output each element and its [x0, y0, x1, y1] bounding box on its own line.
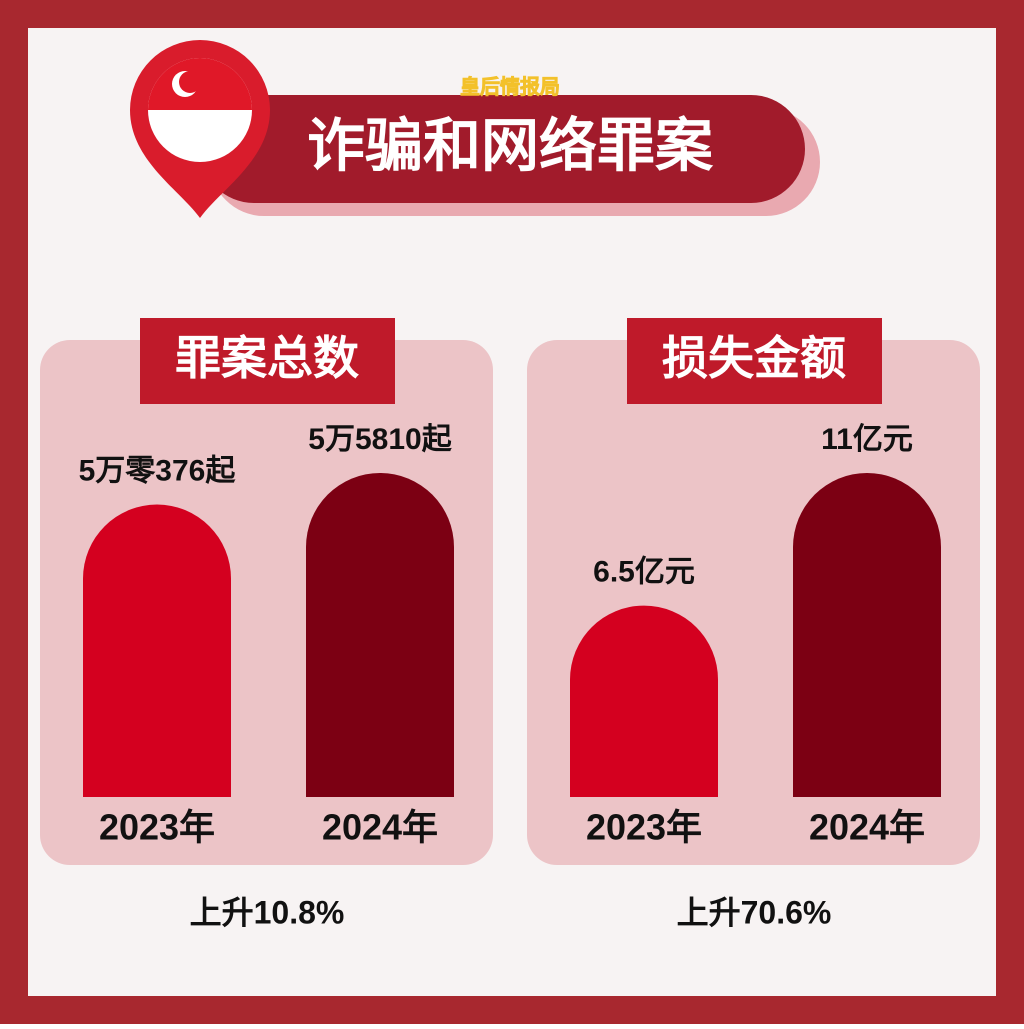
- x-tick-label: 2023年: [586, 807, 702, 848]
- value-label: 5万零376起: [79, 454, 237, 487]
- chart-note: 上升70.6%: [677, 894, 832, 930]
- value-label: 5万5810起: [308, 423, 452, 456]
- header-bar: [200, 95, 805, 203]
- chart-title: 损失金额: [662, 332, 846, 384]
- x-tick-label: 2023年: [99, 807, 215, 848]
- chart-note: 上升10.8%: [190, 894, 345, 930]
- bar: [570, 605, 718, 797]
- chart-title-box: [140, 318, 395, 404]
- bar: [83, 504, 231, 797]
- main-title: 诈骗和网络罪案: [307, 113, 714, 178]
- value-label: 6.5亿元: [593, 555, 695, 588]
- value-label: 11亿元: [821, 423, 913, 456]
- chart-title: 罪案总数: [175, 332, 359, 384]
- x-tick-label: 2024年: [322, 807, 438, 848]
- chart-title-box: [627, 318, 882, 404]
- bar: [793, 473, 941, 797]
- flag-moon-cut: [179, 71, 201, 93]
- x-tick-label: 2024年: [809, 807, 925, 848]
- brand: 皇后情报局: [460, 74, 560, 98]
- bar: [306, 473, 454, 797]
